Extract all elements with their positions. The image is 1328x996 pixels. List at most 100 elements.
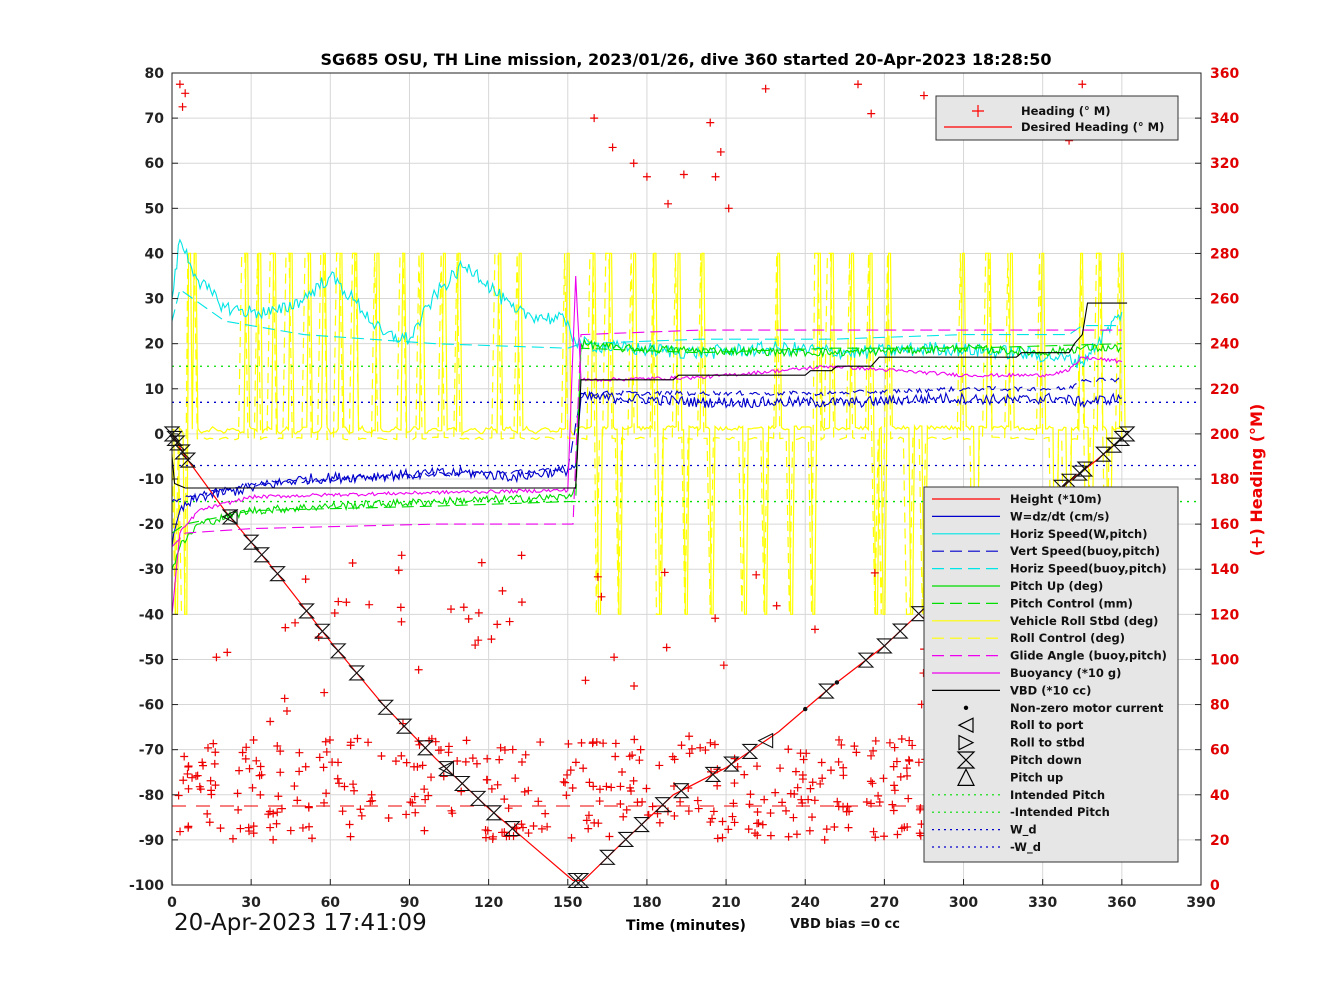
x-tick-label-9: 270 xyxy=(870,895,899,911)
heading-mark-74 xyxy=(236,824,245,833)
heading-mark-420 xyxy=(793,783,802,792)
pitch-marker-16 xyxy=(438,761,455,777)
heading-mark-107 xyxy=(808,778,817,787)
heading-mark-21 xyxy=(242,743,251,752)
heading-mark-260 xyxy=(830,822,839,831)
heading-mark-289 xyxy=(760,795,769,804)
heading-mark-364 xyxy=(228,834,237,843)
heading-mark-176 xyxy=(517,820,526,829)
legend-main-sample-15 xyxy=(956,751,976,769)
pitch-marker-46 xyxy=(1095,446,1112,462)
heading-mark-28 xyxy=(568,783,577,792)
roll-layer xyxy=(171,252,1128,615)
heading-mark-110 xyxy=(850,742,859,751)
heading-mark-86 xyxy=(806,784,815,793)
heading-mark-71 xyxy=(282,707,291,716)
y2-tick-label-13: 100 xyxy=(1210,652,1239,668)
heading-mark-116 xyxy=(483,754,492,763)
heading-mark-332 xyxy=(397,751,406,760)
heading-mark-130 xyxy=(874,791,883,800)
legend-main-label-20: -W_d xyxy=(1010,840,1041,855)
heading-mark-492 xyxy=(718,817,727,826)
heading-mark-135 xyxy=(529,821,538,830)
heading-mark-239 xyxy=(487,784,496,793)
heading-mark-367 xyxy=(321,737,330,746)
heading-mark-488 xyxy=(498,586,507,595)
heading-mark-179 xyxy=(868,779,877,788)
heading-mark-187 xyxy=(845,807,854,816)
heading-mark-481 xyxy=(365,600,374,609)
heading-mark-104 xyxy=(839,763,848,772)
legend-main-label-18: -Intended Pitch xyxy=(1010,805,1110,819)
heading-mark-251 xyxy=(315,753,324,762)
heading-mark-494 xyxy=(328,758,337,767)
heading-mark-188 xyxy=(684,807,693,816)
heading-mark-250 xyxy=(581,676,590,685)
pitch-marker-4 xyxy=(179,452,197,468)
y-tick-label-15: -70 xyxy=(139,743,165,759)
heading-mark-243 xyxy=(184,762,193,771)
heading-mark-79 xyxy=(396,603,405,612)
series-roll-control xyxy=(171,252,1126,615)
pitch-marker-33 xyxy=(876,638,893,654)
pitch-marker-15 xyxy=(416,740,434,756)
legend-main-box xyxy=(923,486,1179,863)
heading-sample-13 xyxy=(761,84,770,93)
heading-mark-445 xyxy=(585,778,594,787)
heading-mark-297 xyxy=(914,758,923,767)
heading-mark-382 xyxy=(241,754,250,763)
heading-mark-76 xyxy=(353,734,362,743)
heading-mark-83 xyxy=(524,786,533,795)
y2-tick-label-6: 240 xyxy=(1210,337,1239,353)
legend-main: Height (*10m) W=dz/dt (cm/s) Horiz Speed(W… xyxy=(923,486,1179,863)
y-tick-label-8: 0 xyxy=(154,427,164,443)
heading-mark-487 xyxy=(817,758,826,767)
heading-mark-219 xyxy=(685,749,694,758)
pitch-marker-32 xyxy=(857,652,875,668)
x-tick-label-3: 90 xyxy=(400,895,420,911)
heading-mark-474 xyxy=(618,767,627,776)
y-tick-label-9: -10 xyxy=(139,472,165,488)
heading-mark-240 xyxy=(892,757,901,766)
heading-mark-452 xyxy=(653,809,662,818)
heading-sample-2 xyxy=(181,89,190,98)
heading-mark-213 xyxy=(908,741,917,750)
heading-mark-53 xyxy=(453,756,462,765)
legend-main-label-6: Pitch Control (mm) xyxy=(1010,596,1133,610)
heading-mark-126 xyxy=(367,790,376,799)
legend-main-label-2: Horiz Speed(W,pitch) xyxy=(1010,527,1147,541)
legend-main-label-12: Non-zero motor current xyxy=(1010,701,1164,715)
heading-mark-94 xyxy=(234,805,243,814)
heading-mark-352 xyxy=(589,782,598,791)
heading-mark-92 xyxy=(711,614,720,623)
y2-tick-label-8: 200 xyxy=(1210,427,1239,443)
heading-mark-434 xyxy=(334,779,343,788)
heading-mark-244 xyxy=(619,812,628,821)
heading-mark-292 xyxy=(870,568,879,577)
heading-mark-148 xyxy=(571,758,580,767)
heading-mark-345 xyxy=(199,761,208,770)
plot-timestamp: 20-Apr-2023 17:41:09 xyxy=(174,910,427,936)
heading-mark-220 xyxy=(602,782,611,791)
heading-mark-183 xyxy=(534,797,543,806)
heading-mark-480 xyxy=(670,811,679,820)
heading-mark-112 xyxy=(834,802,843,811)
heading-mark-118 xyxy=(505,617,514,626)
heading-mark-298 xyxy=(319,763,328,772)
heading-sample-3 xyxy=(590,114,599,123)
heading-mark-442 xyxy=(256,762,265,771)
heading-mark-414 xyxy=(414,665,423,674)
heading-mark-31 xyxy=(605,832,614,841)
heading-mark-165 xyxy=(211,748,220,757)
pitch-marker-14 xyxy=(395,718,413,734)
heading-mark-223 xyxy=(796,749,805,758)
heading-mark-365 xyxy=(320,688,329,697)
heading-mark-42 xyxy=(183,769,192,778)
heading-mark-270 xyxy=(579,764,588,773)
heading-mark-360 xyxy=(804,795,813,804)
heading-sample-0 xyxy=(175,80,184,89)
pitch-marker-49 xyxy=(1118,426,1136,442)
x-tick-label-11: 330 xyxy=(1028,895,1057,911)
pitch-marker-22 xyxy=(572,872,590,889)
heading-mark-137 xyxy=(402,758,411,767)
